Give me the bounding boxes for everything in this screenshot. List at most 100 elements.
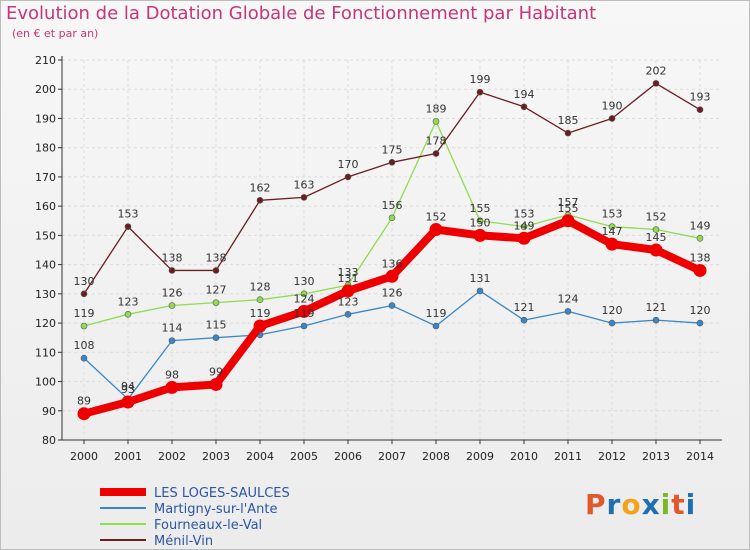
data-label: 131 — [338, 272, 359, 285]
x-tick-label: 2001 — [114, 450, 142, 463]
x-tick-label: 2012 — [598, 450, 626, 463]
legend: LES LOGES-SAULCESMartigny-sur-l'AnteFour… — [100, 486, 290, 549]
data-point — [476, 287, 484, 295]
data-label: 121 — [646, 301, 667, 314]
y-tick-label: 190 — [35, 112, 56, 125]
legend-label: Ménil-Vin — [154, 534, 213, 549]
data-point — [80, 354, 88, 362]
data-label: 130 — [294, 275, 315, 288]
y-tick-label: 90 — [42, 405, 56, 418]
x-tick-label: 2009 — [466, 450, 494, 463]
data-point — [564, 308, 572, 315]
data-point — [341, 284, 355, 298]
data-point — [212, 267, 220, 274]
y-tick-label: 80 — [42, 434, 56, 447]
data-point — [696, 235, 704, 242]
data-label: 133 — [338, 266, 359, 279]
x-tick-label: 2010 — [510, 450, 538, 463]
data-point — [696, 106, 704, 113]
data-point — [300, 322, 308, 330]
data-label: 138 — [206, 251, 227, 264]
data-point — [608, 223, 616, 230]
data-label: 130 — [74, 275, 95, 288]
data-point — [124, 223, 132, 230]
y-tick-label: 120 — [35, 317, 56, 330]
data-point — [476, 217, 484, 225]
data-label: 155 — [558, 202, 579, 215]
data-point — [168, 337, 176, 344]
data-label: 124 — [294, 292, 315, 305]
data-label: 185 — [558, 114, 579, 127]
data-point — [300, 194, 308, 201]
data-point — [520, 223, 528, 230]
x-tick-label: 2011 — [554, 450, 582, 463]
proxiti-logo: Proxiti — [585, 488, 697, 521]
data-label: 123 — [338, 295, 359, 308]
data-label: 127 — [206, 284, 227, 297]
legend-label: LES LOGES-SAULCES — [154, 486, 290, 501]
data-label: 170 — [338, 158, 359, 171]
data-label: 126 — [162, 287, 183, 300]
y-tick-label: 140 — [35, 259, 56, 272]
data-point — [77, 407, 91, 421]
data-label: 124 — [558, 292, 579, 305]
data-label: 145 — [646, 231, 667, 244]
data-label: 163 — [294, 178, 315, 191]
y-tick-label: 160 — [35, 200, 56, 213]
y-tick-label: 150 — [35, 229, 56, 242]
data-point — [564, 129, 572, 137]
data-label: 114 — [162, 322, 183, 335]
data-label: 138 — [690, 251, 711, 264]
data-point — [212, 299, 220, 306]
data-point — [344, 311, 352, 318]
data-point — [652, 226, 660, 233]
y-tick-label: 210 — [35, 54, 56, 67]
data-point — [121, 395, 135, 409]
data-label: 89 — [77, 395, 91, 408]
data-label: 175 — [382, 143, 403, 156]
data-point — [652, 316, 660, 324]
data-label: 147 — [602, 225, 623, 238]
x-tick-label: 2008 — [422, 450, 450, 463]
data-point — [300, 290, 308, 298]
data-label: 152 — [646, 211, 667, 224]
y-tick-label: 180 — [35, 142, 56, 155]
data-label: 120 — [690, 304, 711, 317]
data-label: 138 — [162, 251, 183, 264]
data-point — [388, 214, 396, 222]
data-label: 119 — [74, 307, 95, 320]
data-point — [432, 118, 440, 125]
data-label: 93 — [121, 383, 135, 396]
data-point — [297, 304, 311, 318]
data-point — [608, 319, 616, 327]
data-label: 190 — [602, 99, 623, 112]
data-label: 157 — [558, 196, 579, 209]
data-point — [429, 223, 443, 237]
data-label: 193 — [690, 91, 711, 104]
data-label: 153 — [514, 208, 535, 221]
data-point — [168, 302, 176, 309]
data-point — [520, 316, 528, 324]
series-lines — [77, 80, 707, 421]
y-tick-label: 170 — [35, 171, 56, 184]
data-label: 202 — [646, 64, 667, 77]
x-tick-label: 2003 — [202, 450, 230, 463]
data-label: 94 — [121, 380, 135, 393]
data-label: 121 — [514, 301, 535, 314]
data-point — [256, 296, 264, 303]
data-point — [432, 150, 440, 157]
x-tick-label: 2014 — [686, 450, 714, 463]
data-label: 108 — [74, 339, 95, 352]
data-point — [388, 159, 396, 166]
data-label: 150 — [470, 216, 491, 229]
x-tick-label: 2002 — [158, 450, 186, 463]
data-point — [209, 377, 223, 391]
legend-label: Fourneaux-le-Val — [154, 518, 262, 533]
data-point — [517, 231, 531, 245]
data-label: 178 — [426, 135, 447, 148]
data-point — [652, 80, 660, 87]
data-point — [649, 243, 663, 257]
data-point — [212, 334, 220, 341]
data-label: 153 — [602, 208, 623, 221]
